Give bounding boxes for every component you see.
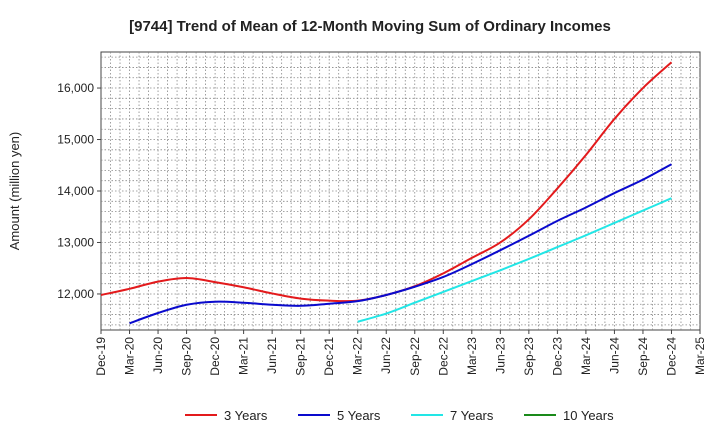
legend-label-5-years: 5 Years bbox=[337, 408, 381, 423]
series-line-5-years bbox=[129, 163, 672, 325]
grid-lines bbox=[101, 52, 700, 330]
y-tick-label: 13,000 bbox=[57, 235, 94, 249]
x-tick-label: Sep-22 bbox=[408, 337, 422, 376]
series-lines bbox=[100, 61, 673, 325]
legend-label-10-years: 10 Years bbox=[563, 408, 614, 423]
x-tick-label: Sep-21 bbox=[294, 337, 308, 376]
plot-area bbox=[100, 51, 701, 331]
x-tick-label: Mar-23 bbox=[465, 337, 479, 375]
y-tick-label: 14,000 bbox=[57, 184, 94, 198]
x-axis-ticks: Dec-19 Mar-20 Jun-20 Sep-20 Dec-20 Mar-21 Jun-… bbox=[94, 330, 707, 376]
legend-label-3-years: 3 Years bbox=[224, 408, 268, 423]
x-tick-label: Dec-19 bbox=[94, 337, 108, 376]
x-tick-label: Dec-21 bbox=[322, 337, 336, 376]
y-axis-label: Amount (million yen) bbox=[7, 132, 22, 251]
plot-frame bbox=[100, 51, 701, 331]
x-tick-label: Dec-23 bbox=[550, 337, 564, 376]
x-tick-label: Mar-21 bbox=[237, 337, 251, 375]
y-tick-label: 16,000 bbox=[57, 81, 94, 95]
x-tick-label: Dec-20 bbox=[208, 337, 222, 376]
x-tick-label: Mar-25 bbox=[693, 337, 707, 375]
chart-title: [9744] Trend of Mean of 12-Month Moving … bbox=[129, 18, 611, 35]
x-tick-label: Mar-22 bbox=[351, 337, 365, 375]
y-axis-ticks: 12,000 13,000 14,000 15,000 16,000 bbox=[57, 81, 101, 301]
x-tick-label: Jun-24 bbox=[607, 337, 621, 374]
x-tick-label: Jun-23 bbox=[493, 337, 507, 374]
x-tick-label: Mar-24 bbox=[579, 337, 593, 375]
y-tick-label: 12,000 bbox=[57, 287, 94, 301]
x-tick-label: Sep-24 bbox=[636, 337, 650, 376]
x-tick-label: Mar-20 bbox=[123, 337, 137, 375]
x-tick-label: Dec-22 bbox=[436, 337, 450, 376]
x-tick-label: Jun-22 bbox=[379, 337, 393, 374]
legend: 3 Years 5 Years 7 Years 10 Years bbox=[185, 408, 614, 423]
x-tick-label: Jun-21 bbox=[265, 337, 279, 374]
x-tick-label: Sep-20 bbox=[180, 337, 194, 376]
x-tick-label: Sep-23 bbox=[522, 337, 536, 376]
x-tick-label: Jun-20 bbox=[151, 337, 165, 374]
legend-label-7-years: 7 Years bbox=[450, 408, 494, 423]
series-line-7-years bbox=[357, 197, 672, 323]
x-tick-label: Dec-24 bbox=[664, 337, 678, 376]
y-tick-label: 15,000 bbox=[57, 133, 94, 147]
